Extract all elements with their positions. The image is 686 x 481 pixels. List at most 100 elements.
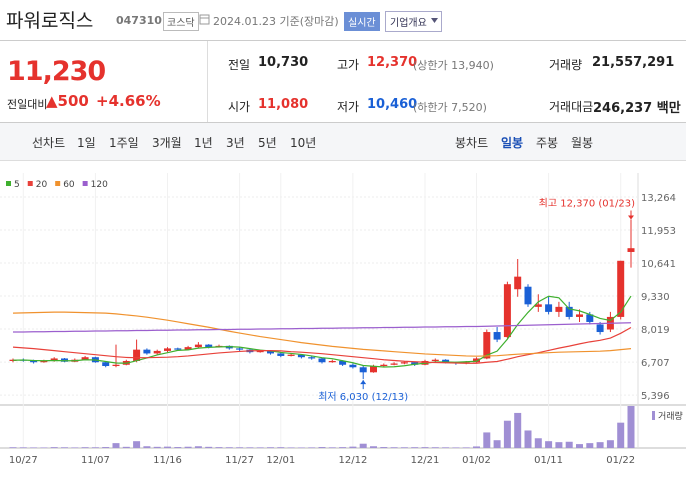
volume-bar <box>596 442 604 448</box>
candle-body <box>308 357 316 359</box>
x-tick-label: 01/22 <box>606 455 635 466</box>
candle-tab[interactable]: 일봉 <box>501 136 524 150</box>
candle-body <box>380 364 388 367</box>
legend-label: 120 <box>91 180 108 190</box>
candle-body <box>555 306 563 312</box>
volume-bar <box>256 447 264 448</box>
volume-bar <box>339 447 347 448</box>
candle-body <box>256 350 264 353</box>
period-tab[interactable]: 1주일 <box>109 136 139 150</box>
stat-label: 시가 <box>228 100 251 114</box>
volume-bar <box>102 447 110 448</box>
volume-bar <box>586 443 594 448</box>
candle-body <box>194 344 202 348</box>
volume-bar <box>122 446 130 448</box>
volume-bar <box>9 447 17 448</box>
volume-bar <box>328 447 336 448</box>
candle-body <box>359 367 367 373</box>
volume-bar <box>91 447 99 448</box>
volume-bar <box>400 447 408 448</box>
annotation-arrowhead <box>360 380 367 385</box>
volume-bar <box>40 447 48 448</box>
annotation-arrowhead <box>628 215 634 220</box>
candle-tab[interactable]: 주봉 <box>536 136 559 150</box>
volume-bar <box>133 441 141 448</box>
annotation: 최고 12,370 (01/23) <box>539 198 635 210</box>
candle-body <box>50 358 58 361</box>
volume-bar <box>287 447 295 448</box>
chart: 5,396 6,707 8,019 9,330 10,641 11,953 13,264 10… <box>0 173 686 466</box>
volume-bar <box>421 447 429 448</box>
volume-bar <box>514 412 522 448</box>
period-tab[interactable]: 1일 <box>77 136 96 150</box>
x-tick-label: 11/27 <box>225 455 254 466</box>
candle-body <box>493 332 501 340</box>
volume-bar <box>627 406 635 448</box>
candle-body <box>339 360 347 365</box>
candle-body <box>164 348 171 351</box>
x-tick-label: 01/11 <box>534 455 563 466</box>
current-price: 11,230 <box>7 56 106 87</box>
candle-body <box>81 357 89 360</box>
candle-body <box>61 358 68 362</box>
volume-bar <box>143 446 151 448</box>
volume-bar <box>71 447 79 448</box>
volume-bar <box>411 447 419 448</box>
candle-body <box>267 350 274 354</box>
period-tab[interactable]: 3년 <box>226 136 245 150</box>
volume-bar <box>431 447 439 448</box>
candle-body <box>318 358 326 363</box>
y-tick-label: 9,330 <box>641 292 670 303</box>
volume-bar <box>30 447 38 448</box>
candle-body <box>473 358 480 363</box>
volume-bar <box>267 447 274 448</box>
candle-body <box>483 332 491 359</box>
candle-tab[interactable]: 월봉 <box>571 136 594 150</box>
y-tick-label: 6,707 <box>641 358 670 369</box>
legend-label: 20 <box>36 180 48 190</box>
volume-bar <box>606 440 614 448</box>
x-tick-label: 12/21 <box>411 455 440 466</box>
candle-body <box>390 363 398 365</box>
period-tab[interactable]: 3개월 <box>152 136 182 150</box>
date: 2024.01.23 기준(장마감) <box>213 15 339 28</box>
candle-body <box>576 314 583 317</box>
period-tab[interactable]: 5년 <box>258 136 277 150</box>
stat-value: 246,237 백만 <box>593 101 681 116</box>
legend-swatch <box>6 181 11 186</box>
stat-label: 전일 <box>228 58 251 72</box>
x-tick-label: 12/01 <box>266 455 295 466</box>
candle-body <box>411 362 419 365</box>
candle-body <box>133 349 141 361</box>
change-label: 전일대비 <box>7 98 48 111</box>
volume-bar <box>194 446 202 448</box>
volume-bar <box>184 446 192 448</box>
stat-label: 저가 <box>337 100 360 114</box>
candle-body <box>431 359 439 361</box>
candle-body <box>627 248 635 252</box>
moving-average-line <box>13 322 632 333</box>
annotation: 최저 6,030 (12/13) <box>318 391 408 403</box>
stat-label: 거래대금 <box>549 100 594 114</box>
legend-swatch <box>55 181 61 186</box>
volume-bar <box>164 446 171 448</box>
stat-label: 거래량 <box>549 58 583 72</box>
period-tab[interactable]: 1년 <box>194 136 213 150</box>
legend-label: 5 <box>14 180 20 190</box>
volume-bar <box>174 447 182 448</box>
realtime-button[interactable]: 실시간 <box>344 12 380 31</box>
candle-body <box>524 286 532 305</box>
moving-average-line <box>12 311 632 357</box>
legend-label: 60 <box>63 180 75 190</box>
volume-bar <box>370 446 377 448</box>
change: ▲500 <box>46 92 89 110</box>
moving-average-line <box>12 295 632 368</box>
volume-label: 거래량 <box>658 410 683 422</box>
period-tab[interactable]: 10년 <box>290 136 317 150</box>
x-tick-label: 11/16 <box>153 455 182 466</box>
volume-bar <box>483 432 491 448</box>
company-button[interactable]: 기업개요 <box>385 11 442 32</box>
x-tick-label: 10/27 <box>9 455 38 466</box>
volume-bar <box>246 447 254 448</box>
volume-bar <box>380 447 388 448</box>
